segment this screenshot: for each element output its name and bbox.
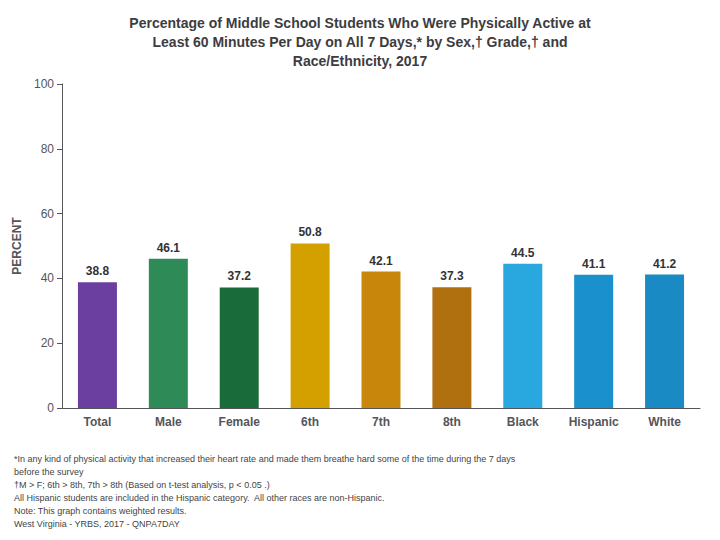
svg-text:Total: Total: [84, 415, 112, 429]
svg-text:41.1: 41.1: [582, 257, 606, 271]
svg-text:60: 60: [41, 207, 55, 221]
svg-text:0: 0: [47, 401, 54, 415]
svg-text:20: 20: [41, 336, 55, 350]
svg-text:†M > F; 6th > 8th, 7th > 8th (: †M > F; 6th > 8th, 7th > 8th (Based on t…: [14, 480, 270, 490]
svg-text:6th: 6th: [301, 415, 319, 429]
svg-text:Male: Male: [155, 415, 182, 429]
svg-text:50.8: 50.8: [298, 225, 322, 239]
svg-text:44.5: 44.5: [511, 246, 535, 260]
svg-text:7th: 7th: [372, 415, 390, 429]
svg-text:West Virginia - YRBS, 2017 - Q: West Virginia - YRBS, 2017 - QNPA7DAY: [14, 519, 180, 529]
svg-text:100: 100: [34, 77, 54, 91]
svg-text:42.1: 42.1: [369, 254, 393, 268]
svg-text:*In any kind of physical activ: *In any kind of physical activity that i…: [14, 454, 516, 464]
svg-text:White: White: [648, 415, 681, 429]
svg-text:Race/Ethnicity, 2017: Race/Ethnicity, 2017: [293, 53, 428, 69]
svg-text:PERCENT: PERCENT: [10, 217, 24, 275]
svg-text:All Hispanic students are incl: All Hispanic students are included in th…: [14, 493, 385, 503]
svg-text:before the survey: before the survey: [14, 467, 84, 477]
svg-text:38.8: 38.8: [86, 264, 110, 278]
svg-text:40: 40: [41, 271, 55, 285]
svg-text:Least 60 Minutes Per Day on Al: Least 60 Minutes Per Day on All 7 Days,*…: [153, 34, 568, 50]
svg-text:41.2: 41.2: [653, 257, 677, 271]
svg-text:8th: 8th: [443, 415, 461, 429]
svg-text:Female: Female: [219, 415, 261, 429]
svg-text:37.2: 37.2: [228, 269, 252, 283]
svg-text:46.1: 46.1: [157, 241, 181, 255]
svg-text:80: 80: [41, 142, 55, 156]
svg-text:Note: This graph contains weig: Note: This graph contains weighted resul…: [14, 506, 186, 516]
svg-text:Hispanic: Hispanic: [569, 415, 619, 429]
svg-text:Black: Black: [507, 415, 539, 429]
svg-text:Percentage of Middle School St: Percentage of Middle School Students Who…: [129, 15, 591, 31]
svg-text:37.3: 37.3: [440, 269, 464, 283]
